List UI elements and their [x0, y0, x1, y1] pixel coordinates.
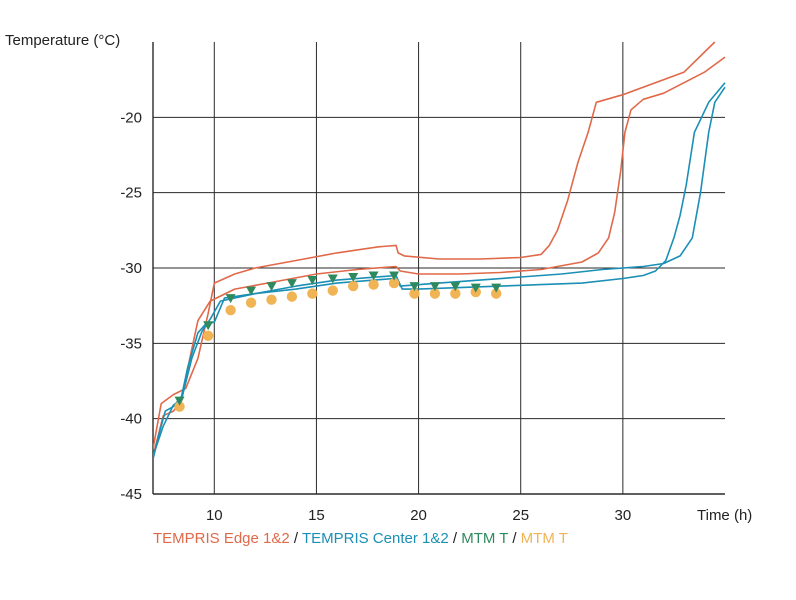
legend-entry: TEMPRIS Center 1&2 — [301, 530, 449, 547]
chart-series — [153, 41, 726, 460]
y-tick-label: -35 — [120, 335, 142, 352]
data-point-triangle — [429, 282, 440, 292]
x-tick-label: 25 — [512, 507, 529, 524]
x-tick-label: 15 — [308, 507, 325, 524]
x-axis-label: Time (h) — [697, 507, 752, 524]
data-point-circle — [245, 297, 257, 308]
legend-separator: / — [508, 530, 521, 547]
data-point-circle — [348, 280, 359, 292]
y-tick-label: -20 — [120, 109, 142, 126]
data-point-triangle — [266, 282, 277, 292]
chart-legend: TEMPRIS Edge 1&2 / TEMPRIS Center 1&2 / … — [153, 530, 568, 547]
series-line — [153, 82, 726, 460]
data-point-triangle — [327, 274, 338, 284]
data-point-circle — [429, 288, 441, 299]
data-point-triangle — [174, 396, 185, 406]
data-point-circle — [327, 285, 338, 296]
x-tick-label: 10 — [206, 507, 223, 524]
x-tick-label: 30 — [615, 507, 632, 524]
data-point-triangle — [409, 282, 420, 292]
series-line — [153, 56, 726, 457]
data-point-circle — [450, 288, 461, 299]
y-tick-label: -40 — [120, 411, 142, 428]
data-point-triangle — [225, 294, 236, 304]
legend-entry: MTM T — [520, 530, 568, 547]
data-point-triangle — [246, 286, 257, 296]
legend-entry: TEMPRIS Edge 1&2 — [153, 530, 290, 547]
series-line — [153, 41, 716, 449]
data-point-triangle — [450, 282, 461, 292]
y-tick-label: -25 — [120, 185, 142, 202]
data-point-triangle — [203, 321, 214, 331]
data-point-triangle — [470, 283, 481, 293]
data-point-circle — [202, 330, 214, 341]
chart-grid — [152, 42, 725, 495]
data-point-triangle — [286, 279, 297, 289]
data-point-circle — [368, 279, 379, 290]
data-point-circle — [307, 288, 318, 299]
legend-separator: / — [289, 530, 302, 547]
data-point-circle — [225, 304, 236, 316]
data-point-circle — [266, 294, 277, 305]
legend-entry: MTM T — [461, 530, 509, 547]
x-tick-label: 20 — [410, 507, 427, 524]
data-point-triangle — [348, 273, 359, 283]
data-point-circle — [388, 277, 400, 289]
data-point-circle — [174, 401, 185, 412]
data-point-circle — [491, 288, 502, 299]
series-line — [153, 86, 726, 457]
data-point-circle — [409, 288, 420, 299]
y-tick-label: -45 — [120, 486, 142, 503]
y-tick-label: -30 — [120, 260, 142, 277]
data-point-triangle — [307, 276, 318, 286]
data-point-triangle — [491, 283, 502, 293]
data-point-triangle — [368, 271, 379, 281]
data-point-triangle — [389, 271, 400, 281]
y-axis-label: Temperature (°C) — [5, 32, 120, 49]
data-point-circle — [286, 291, 298, 302]
legend-separator: / — [448, 530, 462, 547]
chart-ticks: -45 -40 -35 -30 -25 -20 10 15 20 25 30 — [120, 109, 631, 524]
